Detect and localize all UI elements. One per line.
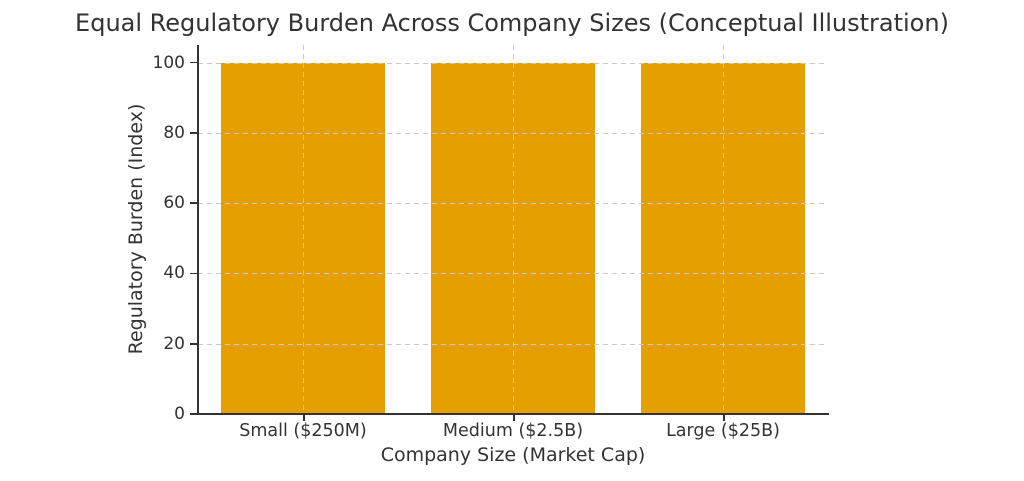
plot-area: Small ($250M) Medium ($2.5B) Large ($25B) 0… bbox=[153, 45, 829, 441]
y-tick-label: 60 bbox=[163, 193, 185, 214]
vertical-gridline bbox=[723, 45, 724, 414]
y-tick-label: 20 bbox=[163, 333, 185, 354]
grid-layer bbox=[198, 45, 828, 414]
x-tick-label: Medium ($2.5B) bbox=[442, 421, 584, 441]
y-tick-label: 40 bbox=[163, 263, 185, 284]
chart-title: Equal Regulatory Burden Across Company S… bbox=[75, 9, 949, 37]
y-tick-label: 100 bbox=[152, 52, 185, 73]
y-tick-mark bbox=[190, 131, 198, 134]
x-tick-mark bbox=[513, 414, 515, 421]
vertical-gridline bbox=[513, 45, 514, 414]
horizontal-gridline bbox=[198, 273, 828, 275]
vertical-gridline bbox=[303, 45, 304, 414]
y-axis-label: Regulatory Burden (Index) bbox=[125, 103, 147, 355]
x-tick-label: Small ($250M) bbox=[239, 421, 367, 441]
y-tick-mark bbox=[190, 61, 198, 64]
x-tick-mark bbox=[723, 414, 725, 421]
y-axis-spine bbox=[197, 45, 199, 414]
x-axis-label: Company Size (Market Cap) bbox=[380, 444, 646, 466]
x-tick-label: Large ($25B) bbox=[666, 421, 780, 441]
y-tick-label: 80 bbox=[163, 122, 185, 143]
y-tick-label: 0 bbox=[174, 404, 185, 424]
horizontal-gridline bbox=[198, 343, 828, 345]
y-tick-mark bbox=[190, 413, 198, 415]
y-tick-mark bbox=[190, 202, 198, 205]
x-tick-mark bbox=[303, 414, 305, 421]
horizontal-gridline bbox=[198, 203, 828, 205]
y-tick-mark bbox=[190, 272, 198, 275]
horizontal-gridline bbox=[198, 132, 828, 134]
y-tick-mark bbox=[190, 342, 198, 345]
ticks-layer: Small ($250M) Medium ($2.5B) Large ($25B) 0… bbox=[153, 45, 828, 441]
horizontal-gridline bbox=[198, 62, 828, 64]
